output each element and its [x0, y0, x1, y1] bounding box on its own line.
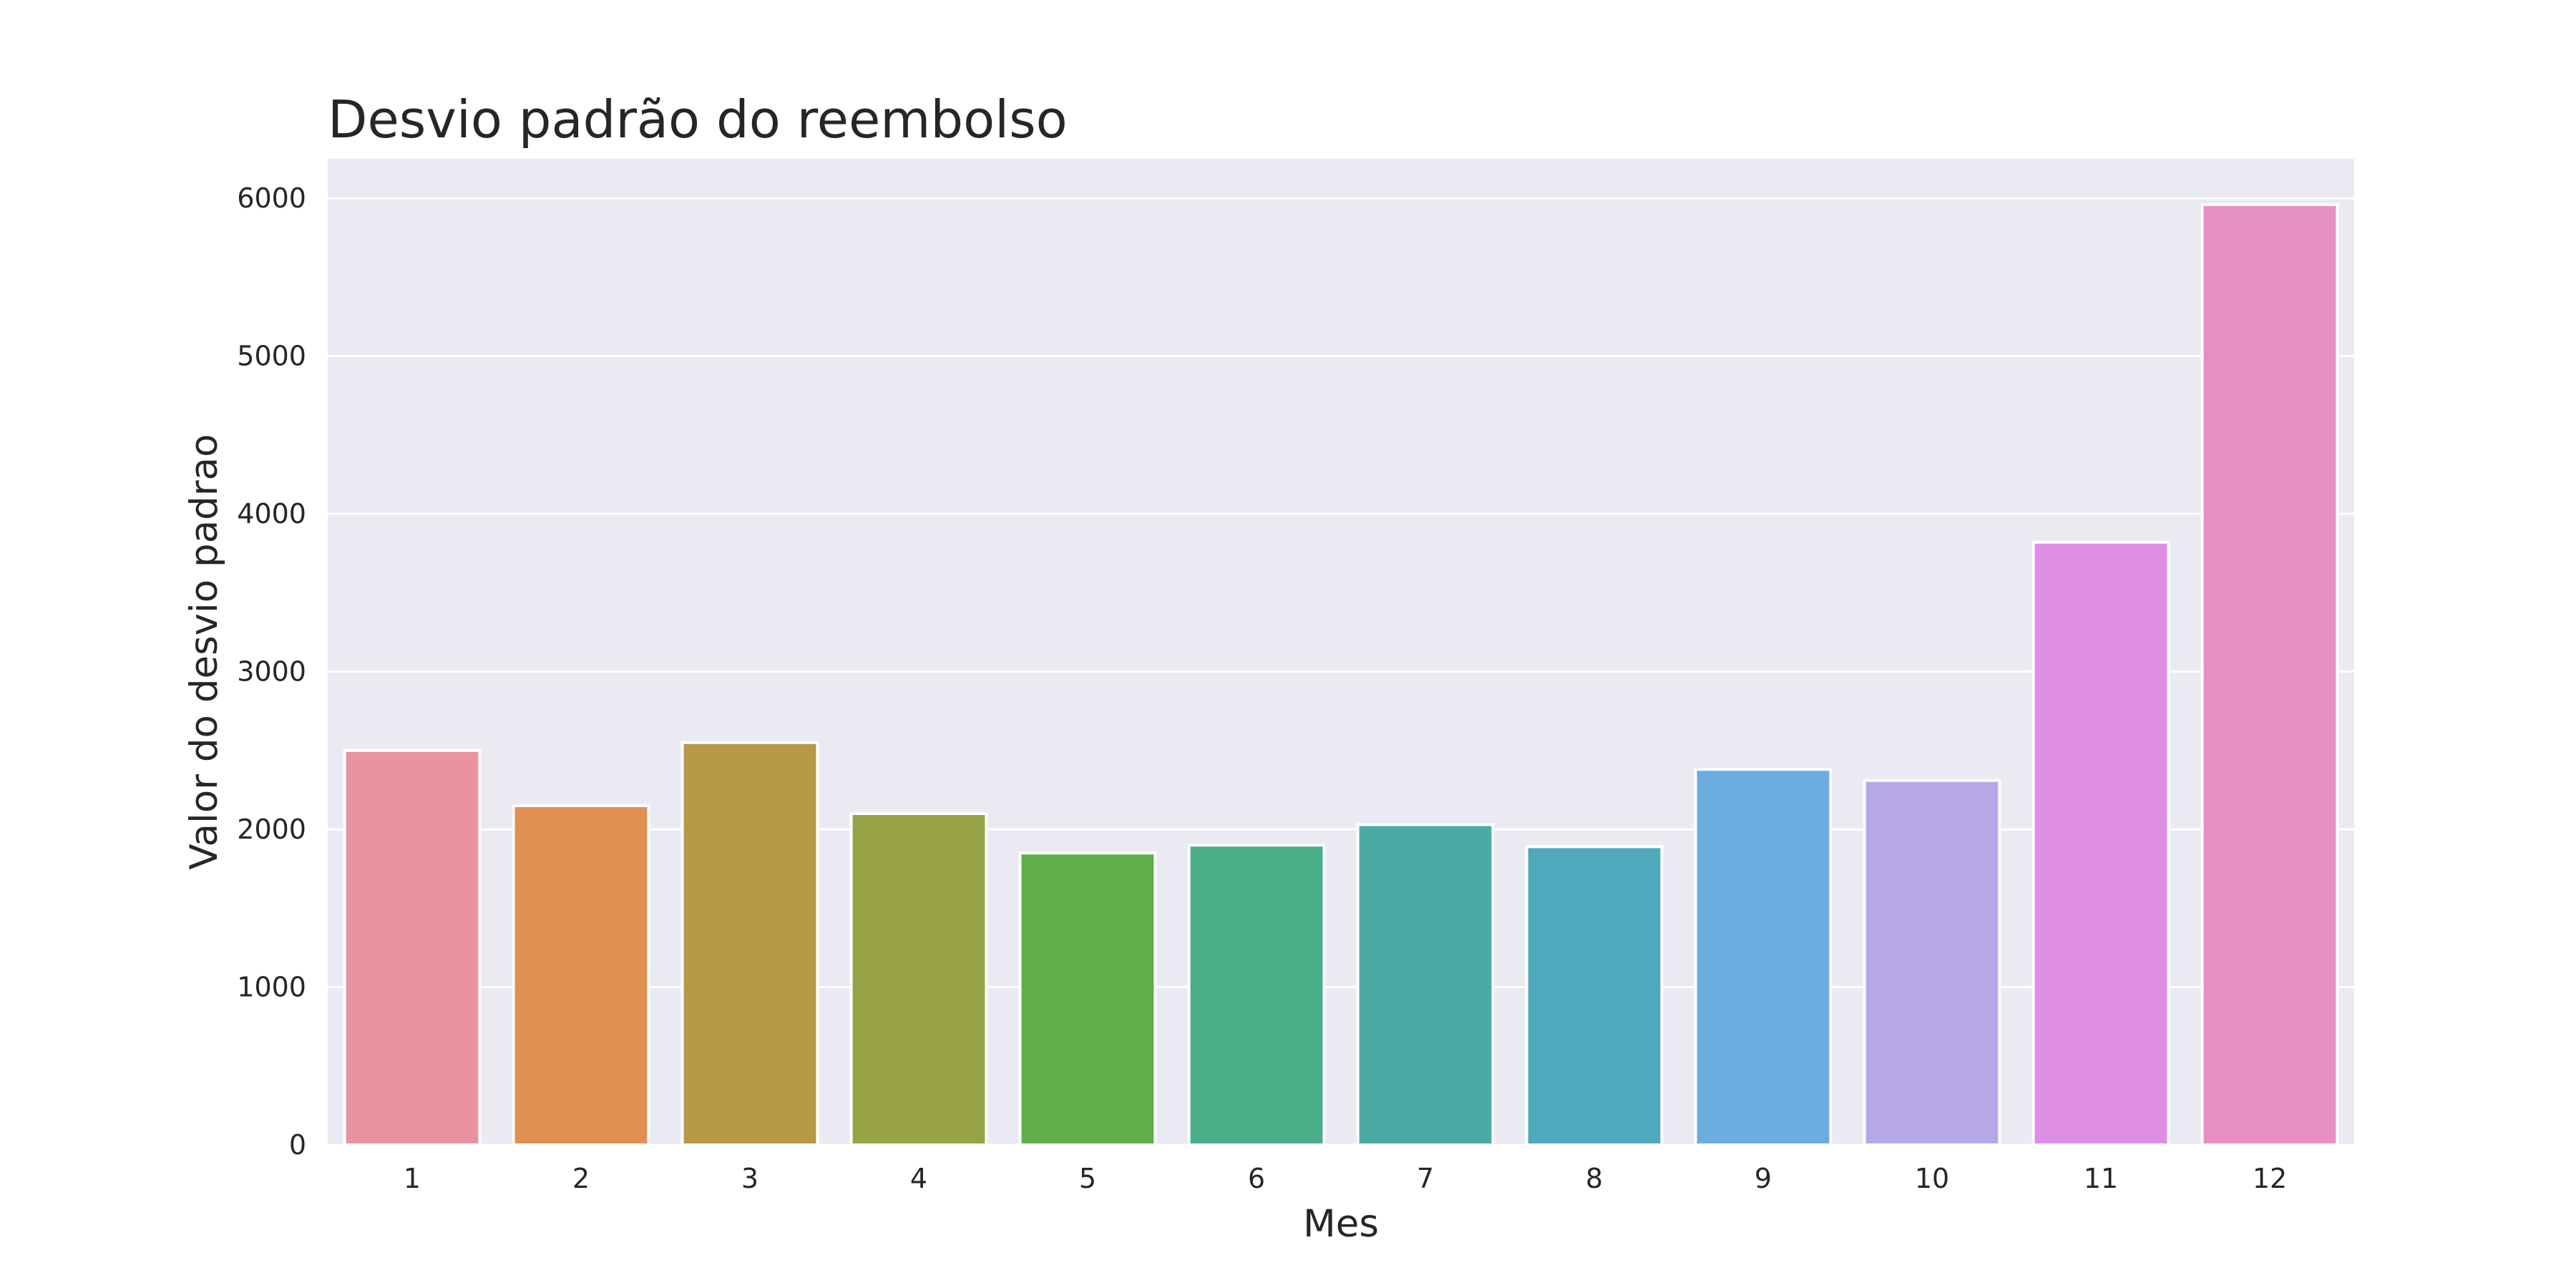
gridlines	[328, 197, 2354, 1146]
y-axis-label: Valor do desvio padrao	[182, 434, 226, 869]
x-tick-label: 11	[2084, 1163, 2118, 1194]
x-tick-label: 12	[2253, 1163, 2287, 1194]
x-tick-label: 3	[741, 1163, 758, 1194]
x-tick-label: 10	[1915, 1163, 1949, 1194]
bar	[849, 811, 988, 1146]
bar	[1018, 852, 1157, 1147]
y-tick-label: 5000	[237, 341, 306, 372]
x-axis-label: Mes	[1303, 1202, 1379, 1246]
x-tick-label: 9	[1755, 1163, 1772, 1194]
x-axis-ticks: 1 2 3 4 5 6 7 8 9 10 11 12	[404, 1163, 2287, 1194]
x-tick-label: 4	[910, 1163, 927, 1194]
y-axis-ticks: 0 1000 2000 3000 4000 5000 6000	[237, 182, 306, 1161]
x-tick-label: 8	[1586, 1163, 1603, 1194]
bar	[680, 741, 819, 1146]
x-tick-label: 5	[1079, 1163, 1096, 1194]
bar	[1356, 823, 1495, 1147]
bar	[1187, 844, 1326, 1146]
y-tick-label: 3000	[237, 656, 306, 688]
bar	[512, 804, 650, 1147]
bar	[1525, 845, 1664, 1147]
plot-area	[328, 159, 2354, 1145]
bar	[2200, 203, 2339, 1146]
y-tick-label: 1000	[237, 972, 306, 1003]
y-tick-label: 4000	[237, 498, 306, 530]
y-tick-label: 6000	[237, 182, 306, 214]
x-tick-label: 6	[1248, 1163, 1265, 1194]
bars	[343, 203, 2339, 1147]
chart-title: Desvio padrão do reembolso	[328, 89, 1068, 150]
y-tick-label: 0	[289, 1129, 306, 1161]
bar	[343, 748, 482, 1147]
x-tick-label: 2	[572, 1163, 590, 1194]
y-tick-label: 2000	[237, 814, 306, 845]
x-tick-label: 1	[404, 1163, 421, 1194]
bar	[1863, 779, 2001, 1146]
bar	[2031, 540, 2170, 1146]
x-tick-label: 7	[1417, 1163, 1434, 1194]
bar	[1694, 768, 1833, 1146]
